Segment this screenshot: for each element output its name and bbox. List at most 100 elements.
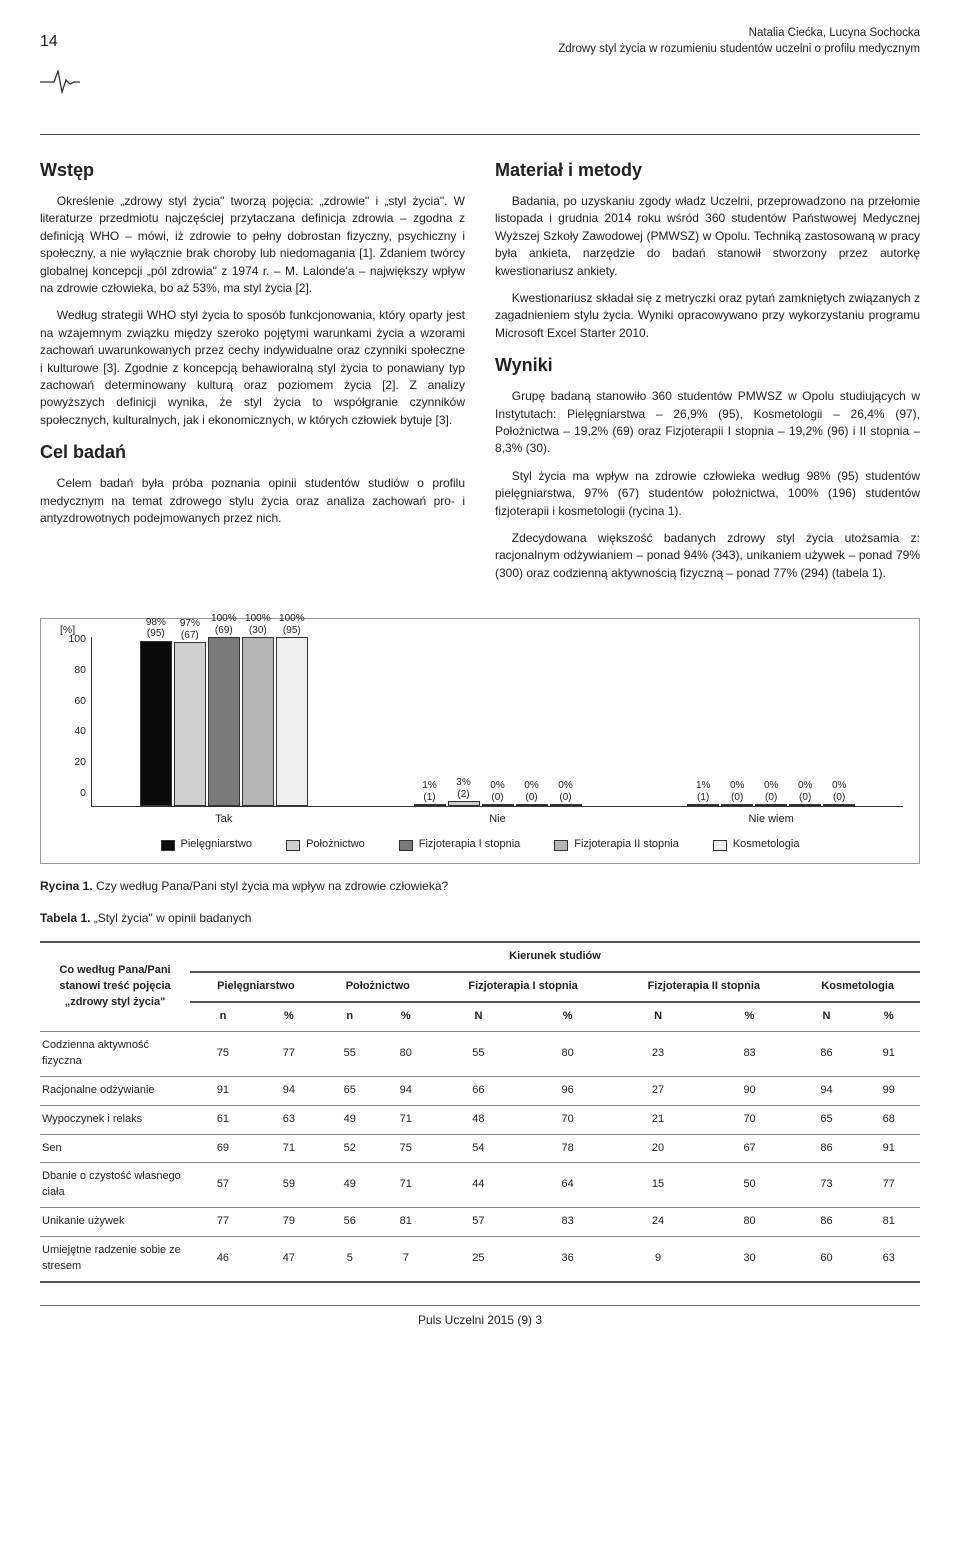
table-cell: 91 [858,1031,920,1076]
table-sub-header: % [704,1002,796,1031]
figure-1-chart: [%] 100806040200 98%(95)97%(67)100%(69)1… [40,618,920,864]
figure-1-caption: Rycina 1. Czy według Pana/Pani styl życi… [40,878,920,895]
table-row-label: Umiejętne radzenie sobie ze stresem [40,1237,190,1282]
bar: 0%(0) [789,804,821,806]
table-cell: 71 [378,1105,434,1134]
table-cell: 54 [434,1134,523,1163]
table-cell: 9 [612,1237,704,1282]
bar: 3%(2) [448,801,480,806]
bar: 98%(95) [140,641,172,807]
y-tick: 80 [58,663,86,678]
bar: 1%(1) [414,804,446,806]
table-cell: 77 [858,1163,920,1208]
table-cell: 44 [434,1163,523,1208]
table-cell: 91 [190,1076,256,1105]
table-group-header: Kierunek studiów [190,942,920,972]
group-label: Nie [489,812,506,828]
table-cell: 75 [190,1031,256,1076]
bar-value-label: 100%(95) [279,613,305,636]
heading-mat: Materiał i metody [495,157,920,183]
page-header: 14 Natalia Ciećka, Lucyna Sochocka Zdrow… [40,24,920,84]
table-cell: 80 [378,1031,434,1076]
table-cell: 91 [858,1134,920,1163]
table-col-header: Fizjoterapia II stopnia [612,972,795,1002]
table-cell: 5 [322,1237,378,1282]
bar-value-label: 1%(1) [696,780,710,803]
y-tick: 60 [58,694,86,709]
legend-label: Fizjoterapia I stopnia [419,837,521,853]
table-cell: 50 [704,1163,796,1208]
y-tick: 40 [58,724,86,739]
table-sub-header: N [795,1002,857,1031]
bar: 0%(0) [482,804,514,806]
group-label: Tak [215,812,232,828]
table-cell: 80 [523,1031,612,1076]
table-cell: 56 [322,1208,378,1237]
table-cell: 49 [322,1105,378,1134]
table-cell: 57 [190,1163,256,1208]
chart-plot-area: [%] 100806040200 98%(95)97%(67)100%(69)1… [91,637,903,807]
figure-1-caption-label: Rycina 1. [40,879,93,893]
wyn-p3: Zdecydowana większość badanych zdrowy st… [495,530,920,582]
table-cell: 25 [434,1237,523,1282]
page-number: 14 [40,30,58,53]
table-cell: 24 [612,1208,704,1237]
legend-item: Położnictwo [286,837,365,853]
chart-legend: Pielęgniarstwo Położnictwo Fizjoterapia I … [57,837,903,853]
table-row-label: Racjonalne odżywianie [40,1076,190,1105]
table-sub-header: N [434,1002,523,1031]
table-row-label: Codzienna aktywność fizyczna [40,1031,190,1076]
y-tick: 0 [58,786,86,801]
table-cell: 86 [795,1208,857,1237]
group-label: Nie wiem [749,812,794,828]
table-cell: 36 [523,1237,612,1282]
legend-swatch [554,840,568,851]
table-row-label: Wypoczynek i relaks [40,1105,190,1134]
bar-value-label: 0%(0) [764,780,778,803]
wstep-p1: Określenie „zdrowy styl życia" tworzą po… [40,193,465,297]
table-cell: 77 [256,1031,322,1076]
table-cell: 99 [858,1076,920,1105]
table-cell: 70 [523,1105,612,1134]
legend-label: Kosmetologia [733,837,800,853]
heading-cel: Cel badań [40,439,465,465]
table-row-label: Sen [40,1134,190,1163]
wyn-p1: Grupę badaną stanowiło 360 studentów PMW… [495,388,920,458]
table-cell: 46 [190,1237,256,1282]
bar: 1%(1) [687,804,719,806]
bar-value-label: 100%(69) [211,613,237,636]
table-sub-header: % [256,1002,322,1031]
table-row: Codzienna aktywność fizyczna757755805580… [40,1031,920,1076]
left-column: Wstęp Określenie „zdrowy styl życia" two… [40,157,465,592]
table-cell: 7 [378,1237,434,1282]
table-cell: 71 [256,1134,322,1163]
table-row: Dbanie o czystość własnego ciała57594971… [40,1163,920,1208]
table-cell: 73 [795,1163,857,1208]
table-cell: 57 [434,1208,523,1237]
table-row: Umiejętne radzenie sobie ze stresem46475… [40,1237,920,1282]
table-cell: 70 [704,1105,796,1134]
table-1: Co według Pana/Pani stanowi treść pojęci… [40,941,920,1283]
legend-swatch [399,840,413,851]
table-cell: 60 [795,1237,857,1282]
table-row: Racjonalne odżywianie9194659466962790949… [40,1076,920,1105]
table-1-caption-label: Tabela 1. [40,911,90,925]
table-cell: 65 [322,1076,378,1105]
y-axis-labels: 100806040200 [58,637,86,806]
legend-item: Fizjoterapia I stopnia [399,837,521,853]
table-cell: 47 [256,1237,322,1282]
table-sub-header: N [612,1002,704,1031]
table-cell: 83 [704,1031,796,1076]
table-1-caption: Tabela 1. „Styl życia" w opinii badanych [40,910,920,927]
table-row: Wypoczynek i relaks61634971487021706568 [40,1105,920,1134]
bar-value-label: 0%(0) [490,780,504,803]
legend-label: Pielęgniarstwo [181,837,253,853]
table-cell: 78 [523,1134,612,1163]
table-cell: 15 [612,1163,704,1208]
heading-wstep: Wstęp [40,157,465,183]
bar: 0%(0) [516,804,548,806]
bar-value-label: 98%(95) [146,617,166,640]
table-cell: 83 [523,1208,612,1237]
table-cell: 48 [434,1105,523,1134]
legend-swatch [286,840,300,851]
